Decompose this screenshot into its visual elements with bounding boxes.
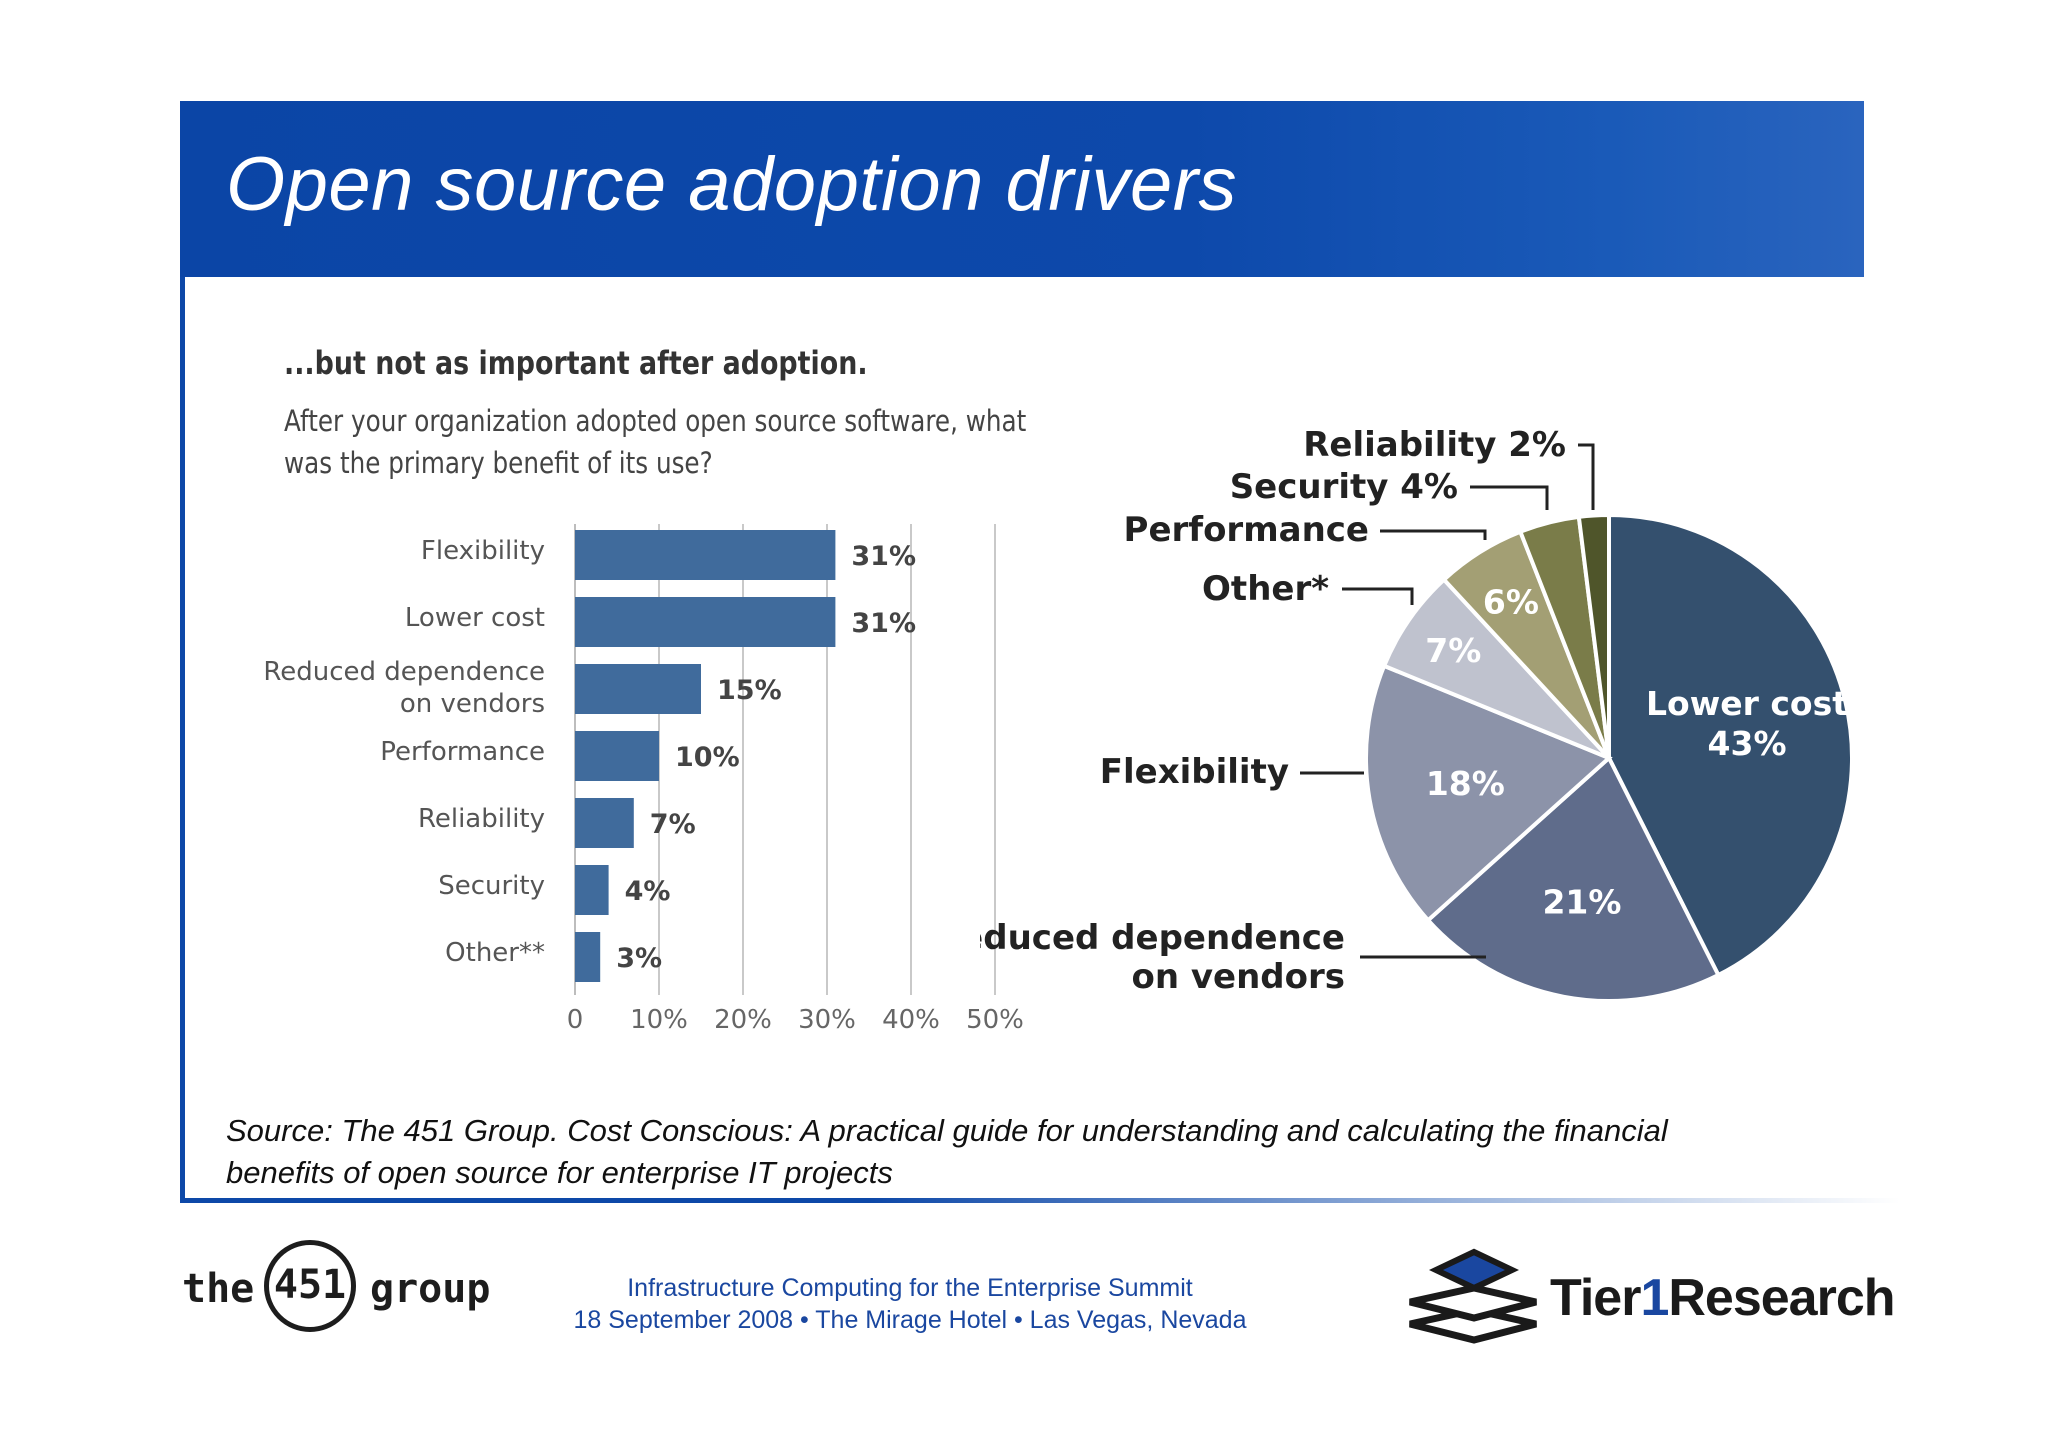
bar-value-label: 10% xyxy=(675,742,740,773)
leader-security xyxy=(1470,485,1549,510)
callout-reduced-line1: Reduced dependence xyxy=(980,918,1345,958)
callout-reduced-line2: on vendors xyxy=(1131,957,1345,997)
logo-451-suffix: group xyxy=(370,1266,491,1312)
x-tick-label: 20% xyxy=(714,1005,772,1035)
leader-other xyxy=(1342,587,1414,605)
category-label: Reliability xyxy=(418,804,545,834)
bar-value-label: 15% xyxy=(717,675,782,706)
category-label: Lower cost xyxy=(405,603,545,633)
category-label: Performance xyxy=(380,737,545,767)
callout-performance: Performance xyxy=(1124,510,1369,550)
slice-value-label: 43% xyxy=(1708,724,1787,763)
leader-reliability xyxy=(1578,443,1595,510)
pie-slice xyxy=(1607,512,1854,978)
source-note: Source: The 451 Group. Cost Conscious: A… xyxy=(226,1113,1668,1190)
bar xyxy=(575,932,601,982)
callout-flexibility: Flexibility xyxy=(1100,752,1289,792)
event-name: Infrastructure Computing for the Enterpr… xyxy=(627,1274,1193,1302)
tier1research-wordmark: Tier1Research xyxy=(1550,1268,1896,1328)
slice-value-label: 7% xyxy=(1425,631,1481,670)
bar-value-label: 7% xyxy=(650,809,696,840)
slice-value-label: 18% xyxy=(1426,764,1505,803)
bar-value-label: 31% xyxy=(851,541,916,572)
pie-slice xyxy=(1381,576,1611,760)
tier1-part2: 1 xyxy=(1640,1269,1669,1327)
bar-value-label: 31% xyxy=(851,608,916,639)
callout-other: Other* xyxy=(1202,569,1329,609)
slice-name-label: Lower cost xyxy=(1646,684,1848,723)
x-tick-label: 10% xyxy=(630,1005,688,1035)
category-label: Reduced dependence xyxy=(263,657,545,687)
category-label: on vendors xyxy=(400,689,545,719)
bar xyxy=(575,530,836,580)
pie-slice xyxy=(1576,512,1611,759)
bar-value-label: 3% xyxy=(616,943,662,974)
pie-slice xyxy=(1425,754,1721,1003)
title-banner: Open source adoption drivers xyxy=(180,101,1864,277)
logo-451-number: 451 xyxy=(264,1240,356,1332)
x-tick-label: 0 xyxy=(567,1005,584,1035)
pie-slice xyxy=(1364,663,1613,924)
x-tick-label: 40% xyxy=(882,1005,940,1035)
chart-question: After your organization adopted open sou… xyxy=(284,404,1027,480)
bar xyxy=(575,731,659,781)
logo-451-prefix: the xyxy=(182,1266,255,1312)
bar-value-label: 4% xyxy=(625,876,671,907)
x-tick-label: 50% xyxy=(966,1005,1024,1035)
leader-performance xyxy=(1380,529,1487,540)
category-label: Flexibility xyxy=(421,536,545,566)
callout-security: Security 4% xyxy=(1230,467,1458,507)
content-bottom-rule xyxy=(180,1198,1900,1203)
bar xyxy=(575,798,634,848)
event-details: 18 September 2008 • The Mirage Hotel • L… xyxy=(573,1306,1247,1334)
tier1-part1: Tier xyxy=(1550,1269,1641,1327)
tier1research-logo: Tier1Research xyxy=(1400,1244,1896,1344)
chart-heading: ...but not as important after adoption. xyxy=(284,344,868,382)
content-left-border xyxy=(180,277,185,1203)
bar xyxy=(575,664,701,714)
page-title: Open source adoption drivers xyxy=(226,142,1238,227)
tier1-part3: Research xyxy=(1668,1269,1895,1327)
the-451-group-logo: the 451 group xyxy=(180,1238,498,1346)
slice-value-label: 6% xyxy=(1483,583,1539,622)
stacked-layers-icon xyxy=(1409,1248,1537,1344)
callout-reliability: Reliability 2% xyxy=(1303,425,1566,465)
bar xyxy=(575,865,609,915)
category-label: Security xyxy=(438,871,545,901)
bar-chart: 0 10% 20% 30% 40% 50% 31% Flexibility 31% Lower c… xyxy=(263,524,1024,1035)
category-label: Other** xyxy=(445,938,545,968)
x-tick-label: 30% xyxy=(798,1005,856,1035)
slice-value-label: 21% xyxy=(1542,882,1621,921)
bar xyxy=(575,597,836,647)
